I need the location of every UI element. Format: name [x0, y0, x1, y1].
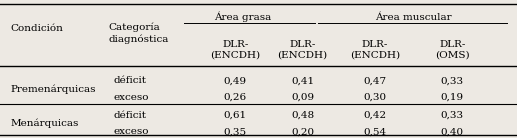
Text: Área muscular: Área muscular [375, 13, 452, 22]
Text: 0,26: 0,26 [224, 93, 247, 102]
Text: 0,42: 0,42 [363, 111, 386, 120]
Text: DLR-
(ENCDH): DLR- (ENCDH) [350, 40, 400, 59]
Text: DLR-
(ENCDH): DLR- (ENCDH) [278, 40, 327, 59]
Text: DLR-
(ENCDH): DLR- (ENCDH) [210, 40, 260, 59]
Text: 0,19: 0,19 [441, 93, 464, 102]
Text: 0,49: 0,49 [224, 76, 247, 85]
Text: 0,61: 0,61 [224, 111, 247, 120]
Text: 0,41: 0,41 [291, 76, 314, 85]
Text: déficit: déficit [114, 76, 147, 85]
Text: exceso: exceso [114, 127, 149, 136]
Text: 0,09: 0,09 [291, 93, 314, 102]
Text: 0,30: 0,30 [363, 93, 386, 102]
Text: Condición: Condición [10, 24, 63, 34]
Text: Premenárquicas: Premenárquicas [10, 84, 96, 94]
Text: 0,54: 0,54 [363, 127, 386, 136]
Text: 0,47: 0,47 [363, 76, 386, 85]
Text: 0,20: 0,20 [291, 127, 314, 136]
Text: DLR-
(OMS): DLR- (OMS) [435, 40, 469, 59]
Text: 0,35: 0,35 [224, 127, 247, 136]
Text: 0,33: 0,33 [441, 111, 464, 120]
Text: Menárquicas: Menárquicas [10, 119, 79, 128]
Text: Área grasa: Área grasa [215, 12, 271, 22]
Text: Categoría
diagnóstica: Categoría diagnóstica [109, 23, 169, 44]
Text: 0,33: 0,33 [441, 76, 464, 85]
Text: exceso: exceso [114, 93, 149, 102]
Text: déficit: déficit [114, 111, 147, 120]
Text: 0,48: 0,48 [291, 111, 314, 120]
Text: 0,40: 0,40 [441, 127, 464, 136]
